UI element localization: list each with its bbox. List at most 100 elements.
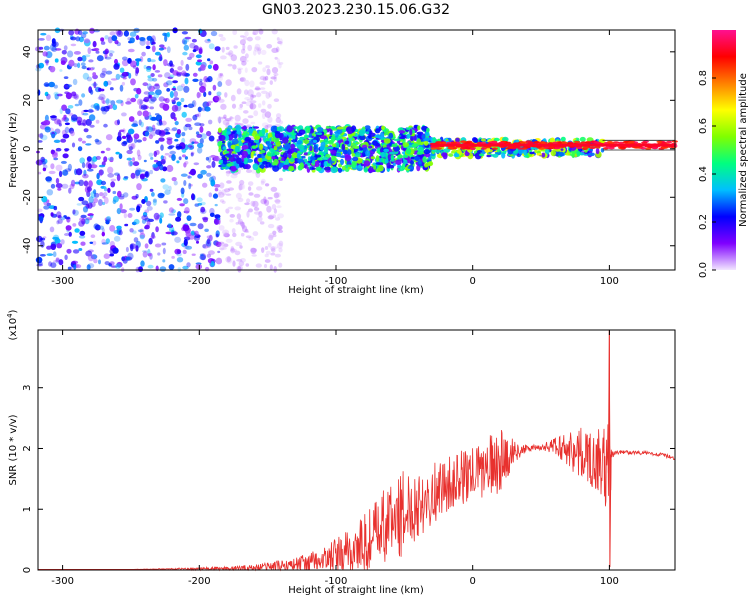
spectrogram-cell: [97, 96, 104, 100]
spectrogram-cell: [150, 73, 155, 77]
spectrogram-cell: [173, 97, 180, 101]
spectrogram-cell: [315, 154, 322, 158]
spectrogram-cell: [130, 172, 136, 179]
spectrogram-cell: [576, 150, 581, 157]
spectrogram-cell: [114, 172, 120, 176]
snr-x-tick-label: -200: [188, 576, 211, 587]
spectrogram-cell: [411, 143, 419, 148]
spectrogram-cell: [273, 266, 278, 273]
spectrogram-y-tick-label: -20: [22, 189, 33, 205]
spectrogram-cell: [159, 217, 163, 224]
spectrogram-x-tick-label: 100: [600, 276, 619, 287]
spectrogram-cell: [135, 175, 139, 179]
spectrogram-cell: [226, 256, 231, 262]
spectrogram-cell: [78, 99, 83, 106]
spectrogram-cell: [181, 31, 188, 35]
spectrogram-cell: [249, 102, 254, 110]
spectrogram-cell: [144, 209, 149, 213]
spectrogram-cell: [135, 35, 140, 41]
spectrogram-cell: [273, 192, 280, 199]
spectrogram-cell: [198, 81, 203, 86]
spectrogram-cell: [276, 37, 280, 41]
spectrogram-cell: [238, 260, 245, 267]
spectrogram-cell: [288, 152, 292, 159]
spectrogram-cell: [261, 100, 266, 106]
spectrogram-cell: [136, 149, 141, 157]
spectrogram-cell: [341, 165, 346, 171]
spectrogram-cell: [59, 107, 63, 115]
spectrogram-cell: [123, 30, 129, 37]
spectrogram-cell: [201, 216, 209, 221]
spectrogram-cell: [367, 128, 371, 132]
spectrogram-cell: [45, 176, 52, 182]
snr-y-tick-label: 0: [22, 567, 33, 573]
spectrogram-cell: [160, 178, 166, 183]
spectrogram-cell: [299, 136, 305, 140]
spectrogram-cell: [61, 104, 67, 111]
spectrogram-cell: [60, 160, 67, 164]
spectrogram-cell: [252, 163, 259, 171]
spectrogram-cell: [166, 46, 171, 54]
spectrogram-cell: [51, 46, 57, 52]
spectrogram-cell: [208, 43, 215, 50]
spectrogram-cell: [273, 145, 278, 151]
spectrogram-cell: [235, 124, 242, 132]
spectrogram-cell: [158, 137, 165, 142]
spectrogram-x-tick-label: -100: [325, 276, 348, 287]
colorbar-tick-label: 0.6: [698, 118, 709, 134]
spectrogram-cell: [363, 160, 371, 167]
spectrogram-cell: [277, 126, 285, 132]
spectrogram-cell: [138, 266, 144, 273]
spectrogram-cell: [44, 114, 49, 122]
spectrogram-cell: [232, 29, 238, 35]
spectrogram-cell: [148, 98, 155, 104]
spectrogram-cell: [121, 81, 125, 86]
spectrogram-cell: [226, 180, 232, 184]
spectrogram-cell: [191, 193, 195, 201]
spectrogram-cell: [165, 80, 173, 86]
spectrogram-cell: [247, 89, 254, 97]
spectrogram-cell: [225, 170, 232, 174]
spectrogram-cell: [176, 85, 184, 92]
spectrogram-cell: [230, 165, 237, 172]
spectrogram-cell: [355, 152, 361, 158]
spectrogram-cell: [100, 180, 107, 186]
spectrogram-cell: [325, 125, 330, 129]
spectrogram-cell: [146, 40, 150, 46]
spectrogram-cell: [374, 128, 381, 134]
spectrogram-cell: [278, 177, 283, 181]
spectrogram-cell: [80, 241, 86, 246]
spectrogram-cell: [63, 76, 69, 79]
spectrogram-cell: [86, 134, 92, 139]
snr-multiplier-base: (x10: [8, 318, 19, 341]
spectrogram-cell: [219, 243, 225, 251]
spectrogram-cell: [236, 88, 242, 95]
spectrogram-cell: [266, 205, 272, 213]
spectrogram-cell: [103, 123, 108, 128]
spectrogram-cell: [51, 41, 57, 47]
spectrogram-cell: [217, 127, 222, 134]
spectrogram-cell: [247, 186, 252, 192]
spectrogram-cell: [181, 132, 186, 137]
spectrogram-cell: [162, 166, 168, 172]
spectrogram-cell: [107, 157, 114, 161]
spectrogram-cell: [88, 67, 95, 71]
spectrogram-cell: [237, 218, 243, 225]
spectrogram-cell: [250, 93, 254, 101]
spectrogram-cell: [177, 66, 183, 71]
spectrogram-cell: [112, 104, 118, 111]
spectrogram-cell: [171, 231, 178, 236]
spectrogram-cell: [234, 206, 241, 211]
spectrogram-cell: [189, 52, 195, 58]
spectrogram-cell: [223, 114, 227, 119]
spectrogram-cell: [44, 59, 50, 64]
spectrogram-cell: [114, 40, 119, 45]
spectrogram-cell: [171, 255, 175, 259]
spectrogram-cell: [410, 160, 414, 165]
spectrogram-cell: [473, 137, 478, 143]
spectrogram-cell: [373, 165, 377, 170]
snr-y-tick-label: 1: [22, 506, 33, 512]
spectrogram-cell: [127, 134, 133, 142]
spectrogram-cell: [391, 143, 398, 148]
